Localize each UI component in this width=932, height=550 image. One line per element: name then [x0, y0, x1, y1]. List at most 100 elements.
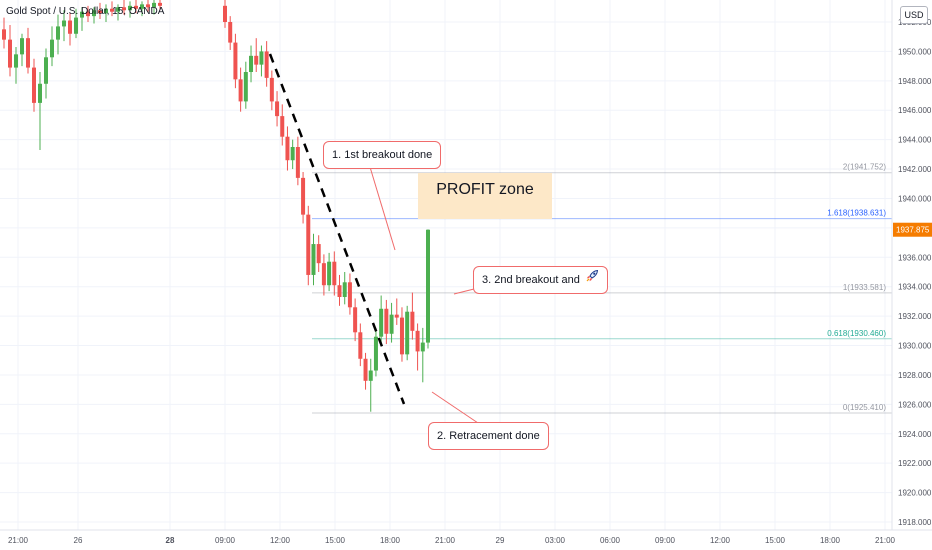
callout-retracement[interactable]: 2. Retracement done — [428, 422, 549, 450]
candle — [238, 67, 243, 112]
candle-body — [243, 72, 248, 102]
candle-body — [295, 147, 300, 178]
candle-body — [399, 317, 404, 355]
candle — [399, 307, 404, 362]
candle — [290, 139, 295, 170]
time-tick-label: 12:00 — [710, 536, 731, 545]
candle — [363, 352, 368, 390]
price-tick-label: 1946.000 — [898, 106, 932, 115]
candle-body — [301, 177, 306, 215]
candle-body — [14, 54, 18, 68]
candle — [228, 16, 233, 50]
price-tick-label: 1936.000 — [898, 253, 932, 262]
candle-body — [337, 285, 342, 297]
callout-pointer-retracement — [431, 391, 479, 424]
candle-body — [233, 42, 238, 80]
candle-body — [410, 311, 415, 331]
price-tick-label: 1942.000 — [898, 165, 932, 174]
price-tick-label: 1926.000 — [898, 400, 932, 409]
candle-body — [275, 101, 280, 117]
candle-body — [50, 39, 54, 58]
candle — [316, 235, 321, 272]
candle-body — [426, 229, 430, 343]
candle — [327, 252, 332, 292]
time-tick-label: 15:00 — [325, 536, 346, 545]
candle — [8, 24, 12, 77]
candle — [259, 45, 264, 77]
time-axis[interactable]: 21:00 26 28 09:00 12:00 15:00 18:00 21:00 29 03:0… — [0, 529, 932, 545]
candle-body — [152, 2, 156, 8]
candle-body — [249, 55, 254, 72]
current-price-tag — [893, 222, 932, 237]
candle — [80, 7, 84, 31]
candle — [26, 27, 30, 74]
candle — [280, 104, 285, 146]
candle — [110, 1, 114, 17]
candle-body — [368, 370, 373, 381]
candle — [92, 7, 96, 24]
candle-body — [321, 263, 326, 286]
candle — [44, 48, 48, 99]
price-tick-label: 1930.000 — [898, 342, 932, 351]
current-price-label: 1937.875 — [896, 226, 930, 235]
candle — [269, 70, 274, 111]
candle — [389, 302, 394, 343]
candle-body — [128, 5, 132, 11]
candle-body — [347, 282, 352, 308]
grid-lines — [0, 0, 892, 530]
price-tick-label: 1940.000 — [898, 194, 932, 203]
candle — [311, 233, 316, 286]
fib-level-label: 2(1941.752) — [843, 163, 886, 172]
candle — [420, 327, 425, 383]
candle — [56, 14, 60, 55]
candle — [264, 41, 269, 87]
fib-level-label: 1(1933.581) — [843, 283, 886, 292]
candle — [233, 33, 238, 89]
candle-body — [98, 10, 102, 14]
callout-second-breakout[interactable]: 3. 2nd breakout and — [473, 266, 608, 294]
candle-body — [8, 39, 12, 68]
candle — [306, 205, 311, 286]
candle — [415, 323, 420, 371]
callout-first-breakout[interactable]: 1. 1st breakout done — [323, 141, 442, 169]
candle-body — [134, 5, 138, 9]
candle — [140, 1, 144, 17]
rocket-icon — [585, 267, 599, 293]
candle-body — [110, 8, 114, 12]
candle-body — [373, 336, 378, 371]
candle — [358, 323, 363, 367]
candle — [50, 26, 54, 67]
trend-line-dashed — [268, 53, 406, 405]
candle — [104, 4, 108, 22]
currency-button[interactable]: USD — [900, 6, 928, 24]
price-tick-label: 1948.000 — [898, 77, 932, 86]
candle — [410, 292, 415, 340]
time-tick-label: 15:00 — [765, 536, 786, 545]
candle-body — [2, 29, 6, 40]
candle — [332, 251, 337, 296]
candle-body — [62, 20, 66, 27]
candle — [379, 295, 384, 345]
price-axis[interactable]: 1952.0001950.0001948.0001946.0001944.000… — [891, 0, 932, 530]
candle — [74, 8, 78, 39]
time-tick-label: 29 — [496, 536, 505, 545]
candle-body — [146, 4, 150, 8]
candle-body — [290, 147, 295, 161]
candle — [384, 299, 389, 345]
candle — [128, 1, 132, 18]
fib-level-label: 1.618(1938.631) — [827, 209, 886, 218]
time-tick-label: 18:00 — [380, 536, 401, 545]
callout-first-breakout-text: 1. 1st breakout done — [332, 149, 433, 161]
candle — [146, 0, 150, 12]
candle-body — [38, 83, 42, 103]
candle — [134, 0, 138, 14]
candle-body — [358, 332, 363, 359]
candle-body — [158, 2, 162, 6]
candle — [321, 254, 326, 296]
candle — [373, 327, 378, 377]
candle-body — [389, 314, 394, 334]
candle-body — [259, 51, 264, 65]
candle-body — [26, 38, 30, 68]
time-tick-label: 09:00 — [655, 536, 676, 545]
